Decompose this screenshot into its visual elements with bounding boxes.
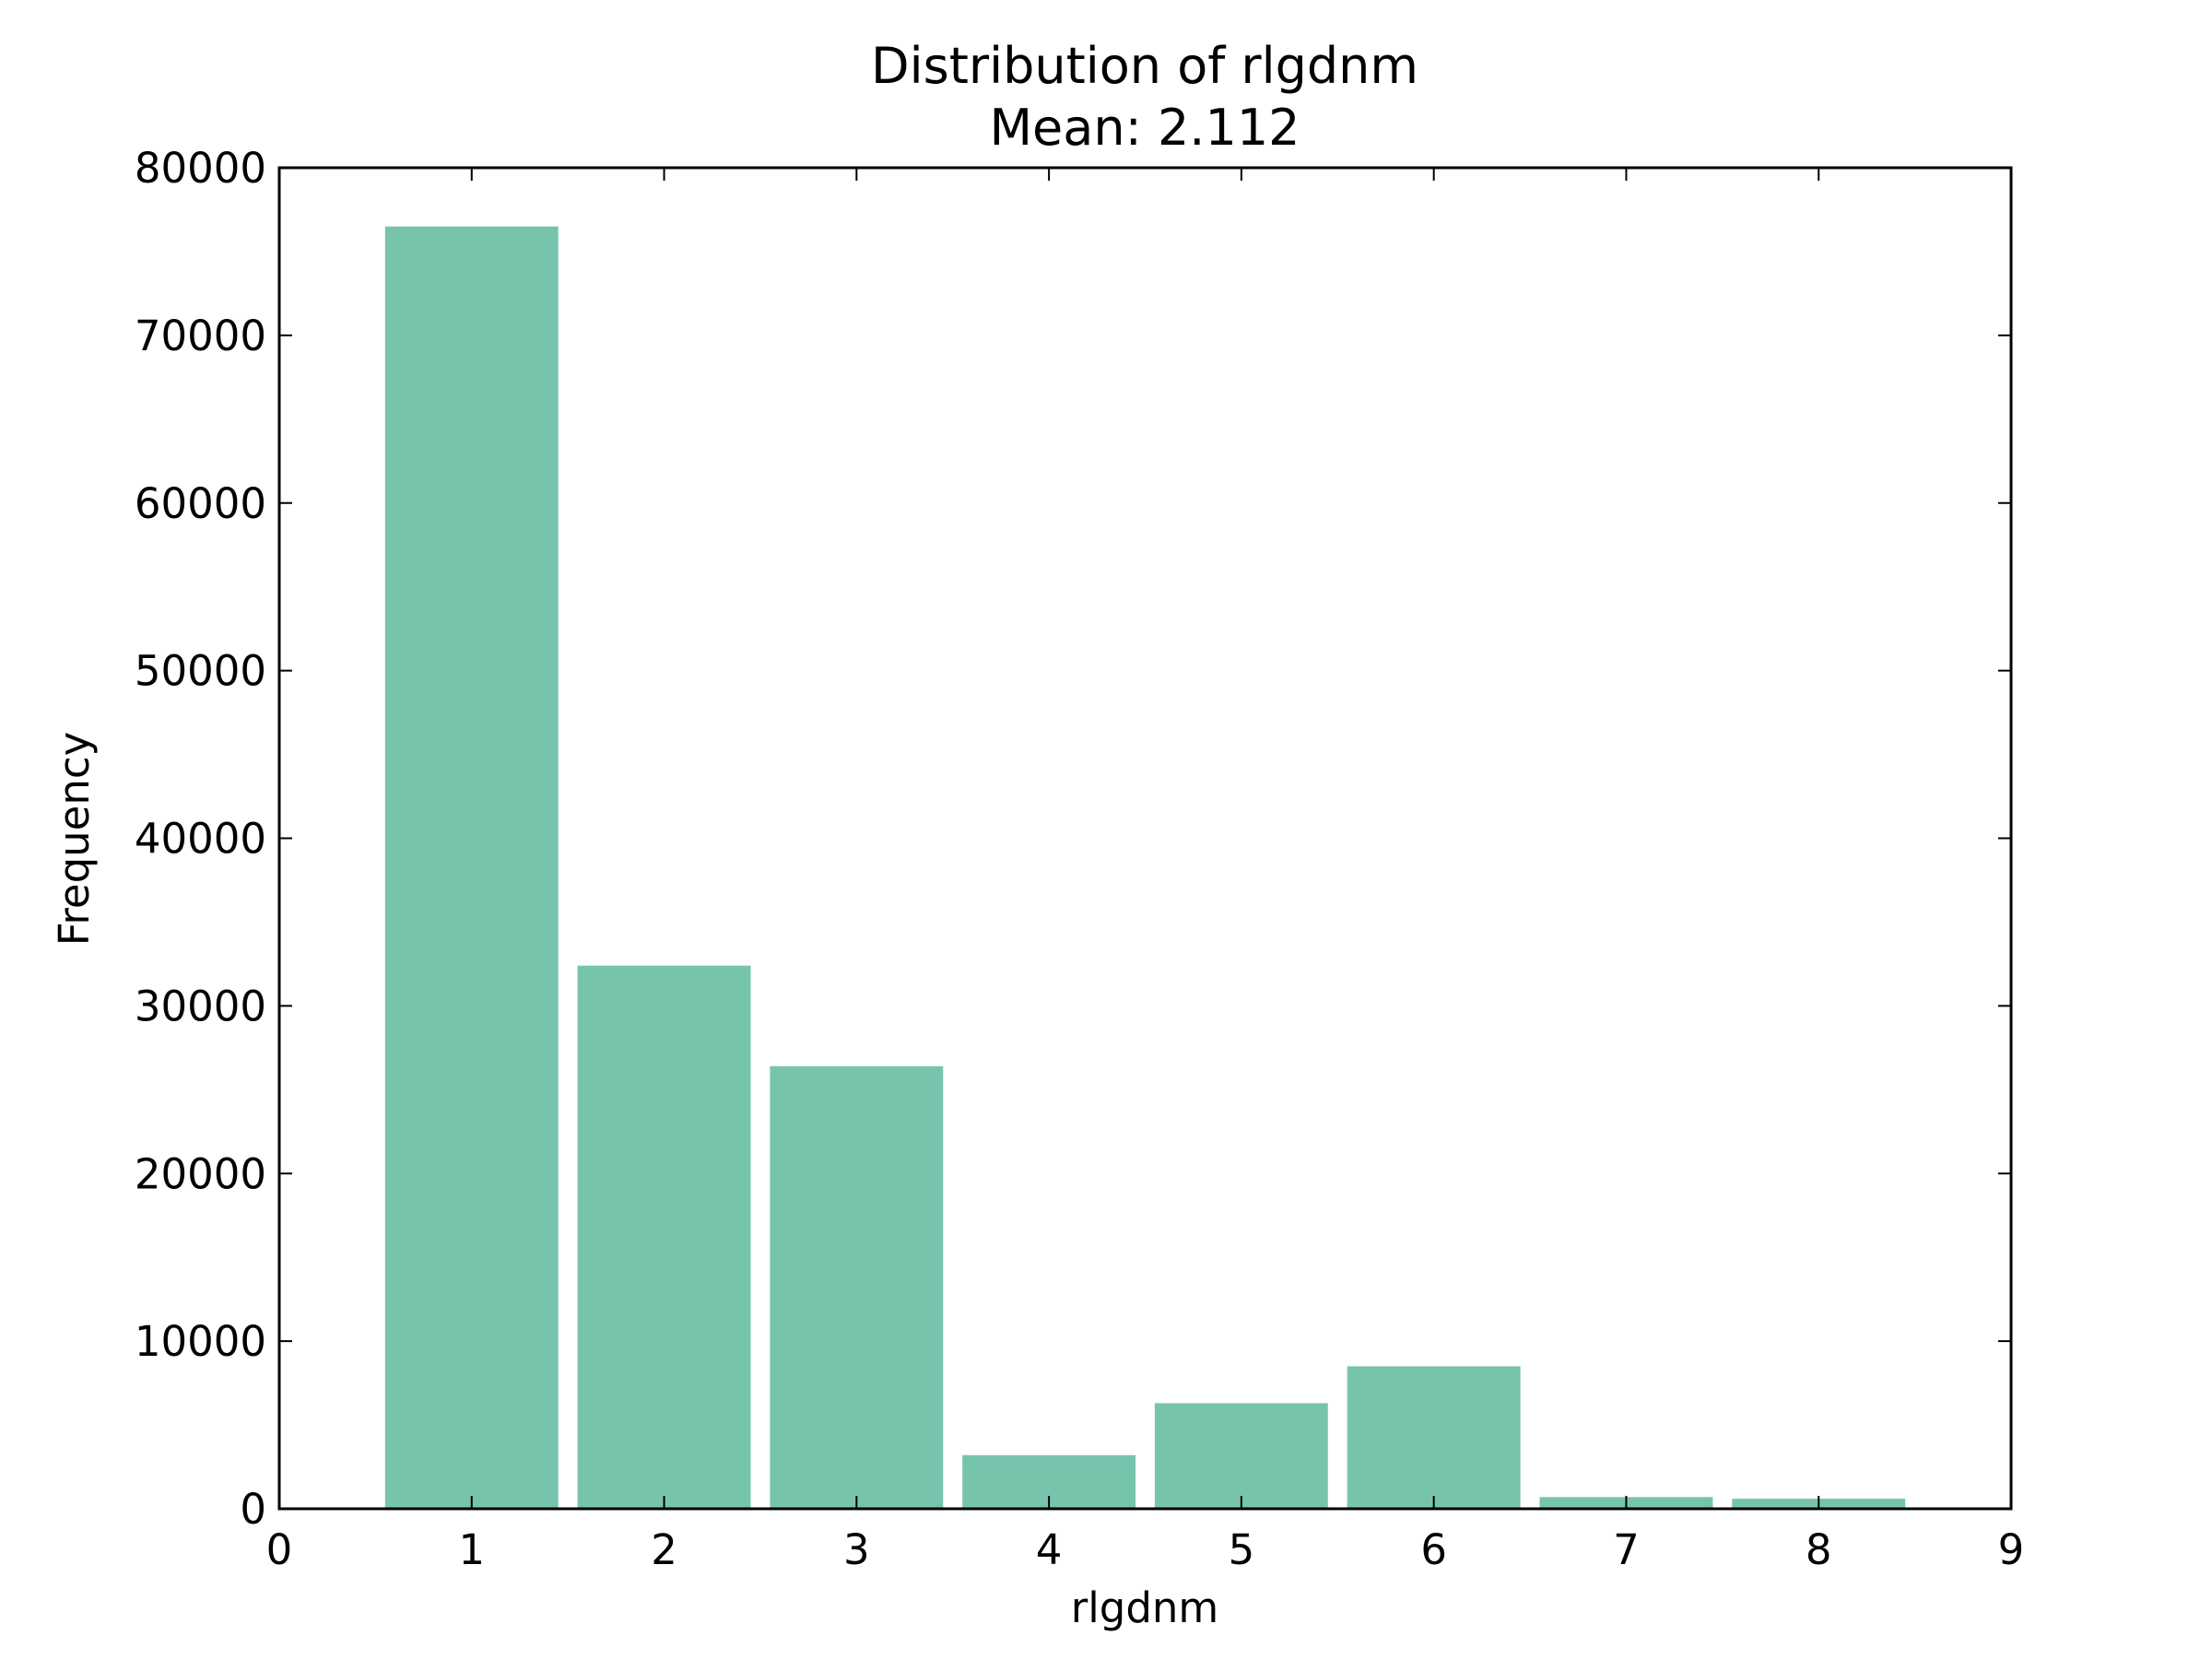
y-tick-label-20000: 20000 [135,1149,266,1198]
bar-5 [1154,1403,1328,1509]
y-tick-label-30000: 30000 [135,982,266,1030]
bar-3 [770,1065,944,1509]
x-tick-label-4: 4 [1036,1525,1063,1574]
y-tick-label-40000: 40000 [135,815,266,864]
x-tick-label-9: 9 [1998,1525,2025,1574]
x-tick-label-8: 8 [1806,1525,1832,1574]
bars-layer [384,226,1906,1510]
y-tick-label-0: 0 [240,1485,266,1534]
x-tick-label-3: 3 [843,1525,870,1574]
y-tick-label-80000: 80000 [135,144,266,193]
x-axis-label: rlgdnm [1071,1583,1219,1632]
x-tick-label-2: 2 [651,1525,677,1574]
y-tick-label-50000: 50000 [135,647,266,696]
y-tick-label-10000: 10000 [135,1317,266,1366]
bar-1 [384,226,559,1510]
y-tick-label-60000: 60000 [135,479,266,528]
x-tick-label-1: 1 [458,1525,485,1574]
chart-subtitle: Mean: 2.112 [989,99,1300,157]
ticks-layer: 0 1 2 3 4 5 6 7 8 9 0 10000 20000 30000 40000 50000 6000… [135,144,2024,1574]
y-axis-label: Frequency [50,732,99,946]
bar-6 [1347,1366,1521,1509]
x-tick-label-5: 5 [1229,1525,1255,1574]
y-tick-label-70000: 70000 [135,312,266,360]
x-tick-label-6: 6 [1420,1525,1447,1574]
bar-2 [577,965,751,1509]
chart-title: Distribution of rlgdnm [871,37,1418,95]
x-tick-label-0: 0 [266,1525,293,1574]
x-tick-label-7: 7 [1613,1525,1640,1574]
